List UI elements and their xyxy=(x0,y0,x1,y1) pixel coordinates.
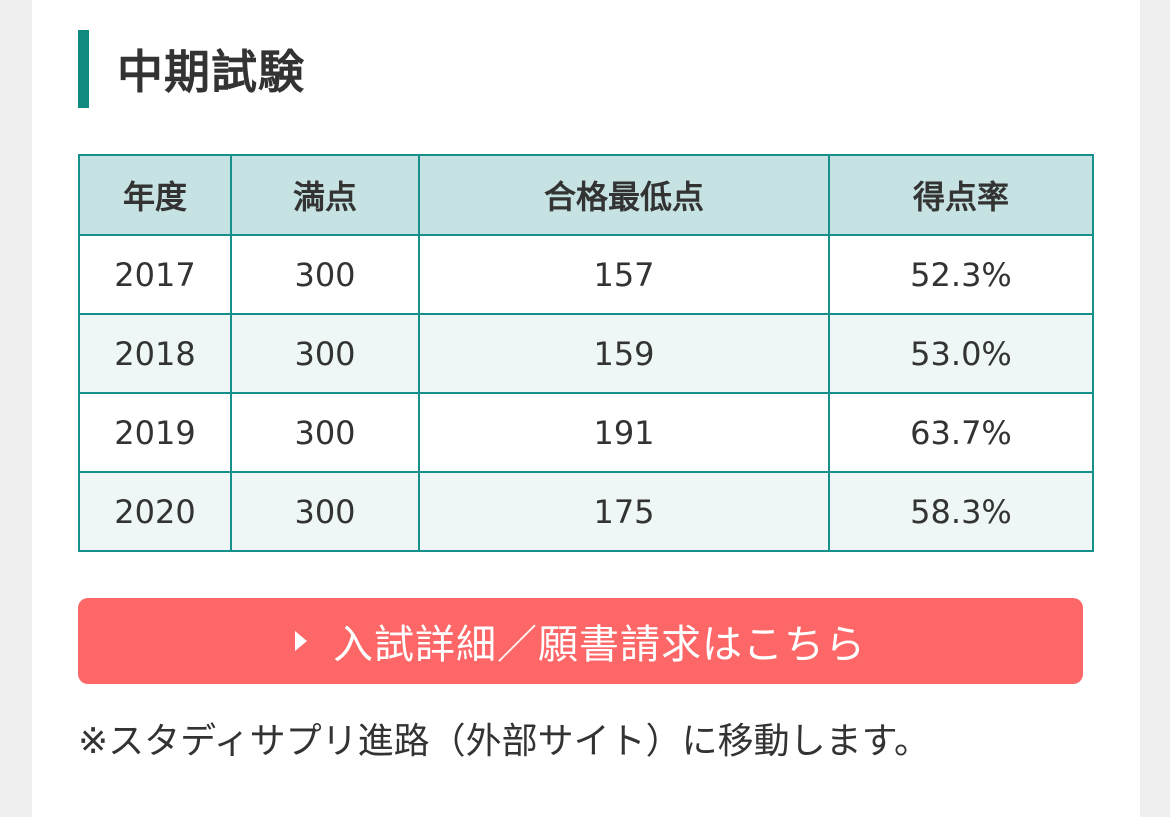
cell-full-score: 300 xyxy=(230,471,420,552)
cell-min-pass-score: 157 xyxy=(418,234,830,315)
cell-full-score: 300 xyxy=(230,234,420,315)
exam-scores-table: 年度 満点 合格最低点 得点率 2017 300 157 52.3% 2018 … xyxy=(78,154,1094,552)
table-row: 2019 300 191 63.7% xyxy=(78,392,1094,473)
column-header-score-rate: 得点率 xyxy=(828,154,1094,236)
cell-min-pass-score: 159 xyxy=(418,313,830,394)
table-row: 2018 300 159 53.0% xyxy=(78,313,1094,394)
column-header-min-pass-score: 合格最低点 xyxy=(418,154,830,236)
cell-score-rate: 63.7% xyxy=(828,392,1094,473)
triangle-right-icon xyxy=(295,631,307,651)
table-row: 2017 300 157 52.3% xyxy=(78,234,1094,315)
cell-score-rate: 53.0% xyxy=(828,313,1094,394)
cell-full-score: 300 xyxy=(230,313,420,394)
heading-accent-bar xyxy=(78,30,89,108)
cell-full-score: 300 xyxy=(230,392,420,473)
section-title: 中期試験 xyxy=(117,45,305,99)
table-row: 2020 300 175 58.3% xyxy=(78,471,1094,552)
admission-details-button[interactable]: 入試詳細／願書請求はこちら xyxy=(78,598,1083,684)
section-heading: 中期試験 xyxy=(78,30,305,108)
admission-details-button-label: 入試詳細／願書請求はこちら xyxy=(333,622,866,668)
column-header-year: 年度 xyxy=(78,154,232,236)
cell-score-rate: 52.3% xyxy=(828,234,1094,315)
cell-year: 2020 xyxy=(78,471,232,552)
cell-min-pass-score: 175 xyxy=(418,471,830,552)
column-header-full-score: 満点 xyxy=(230,154,420,236)
cell-year: 2018 xyxy=(78,313,232,394)
external-site-note: ※スタディサプリ進路（外部サイト）に移動します。 xyxy=(78,721,931,762)
cell-year: 2017 xyxy=(78,234,232,315)
cell-year: 2019 xyxy=(78,392,232,473)
cell-score-rate: 58.3% xyxy=(828,471,1094,552)
table-header-row: 年度 満点 合格最低点 得点率 xyxy=(78,154,1094,236)
cell-min-pass-score: 191 xyxy=(418,392,830,473)
